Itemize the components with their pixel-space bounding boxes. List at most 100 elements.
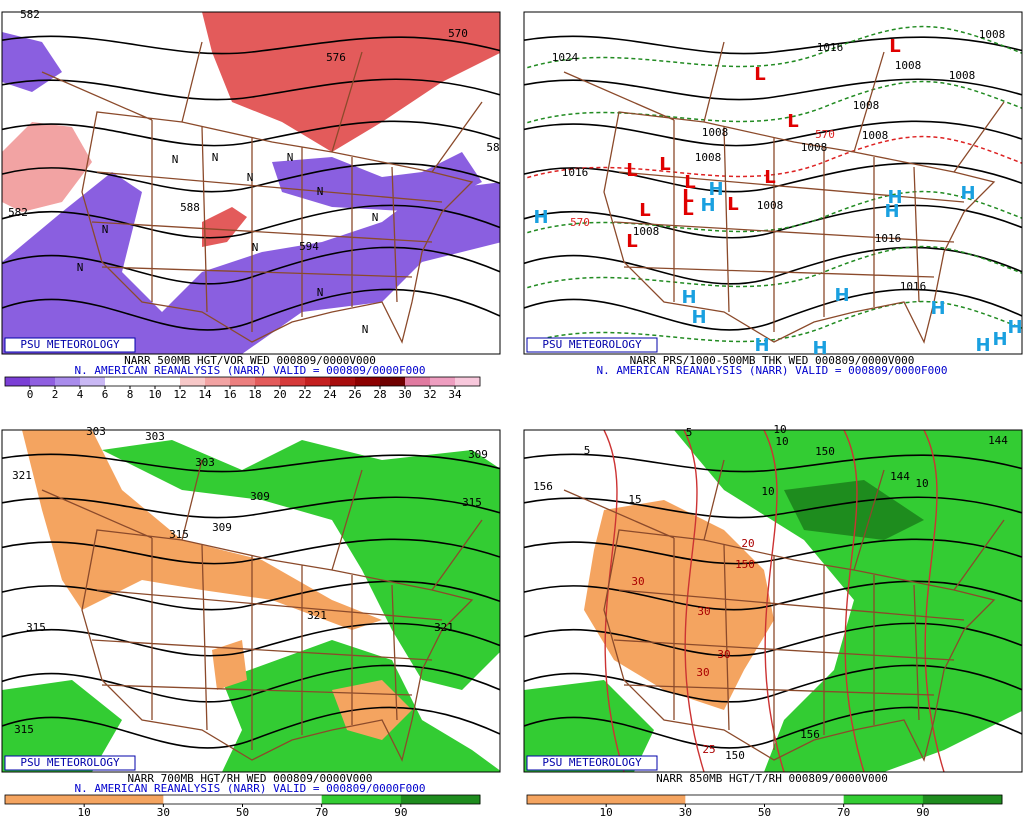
contour-label: 1016 <box>817 41 844 54</box>
pressure-marker: H <box>1007 317 1022 338</box>
colorbar-label: 30 <box>679 806 692 819</box>
temp-line <box>923 430 945 772</box>
colorbar-swatch <box>80 377 106 386</box>
colorbar-label: 14 <box>198 388 212 401</box>
contour-label: 315 <box>169 528 189 541</box>
pressure-marker: H <box>812 338 827 359</box>
colorbar-swatch <box>380 377 406 386</box>
shaded-area <box>2 122 92 212</box>
pressure-marker: H <box>960 183 975 204</box>
borders <box>41 459 483 762</box>
colorbar-label: 4 <box>77 388 84 401</box>
shaded-area <box>524 680 654 772</box>
shaded-area <box>272 152 482 212</box>
colorbar-label: 22 <box>298 388 311 401</box>
colorbar-label: 50 <box>236 806 249 819</box>
colorbar-label: 24 <box>323 388 337 401</box>
contour-label: 321 <box>307 609 327 622</box>
contour-label: 582 <box>20 8 40 21</box>
contour-label: 1008 <box>695 151 722 164</box>
contour-label: 1008 <box>633 225 660 238</box>
pressure-marker: N <box>362 323 369 336</box>
contour-label: 156 <box>800 728 820 741</box>
colorbar-swatch <box>105 377 131 386</box>
pressure-marker: H <box>533 207 548 228</box>
borders <box>41 41 483 344</box>
contour-label: 309 <box>468 448 488 461</box>
colorbar-swatch <box>527 795 607 804</box>
pressure-marker: L <box>626 160 637 181</box>
temp-line <box>763 430 785 772</box>
thickness-line <box>524 190 1022 235</box>
pressure-marker: H <box>884 201 899 222</box>
colorbar-label: 0 <box>27 388 34 401</box>
contour-label: 303 <box>145 430 165 443</box>
colorbar-swatch <box>130 377 156 386</box>
pressure-marker: L <box>764 167 775 188</box>
contour-label: 1008 <box>702 126 729 139</box>
map-layer <box>2 430 500 772</box>
colorbar-swatch <box>685 795 765 804</box>
colorbar-swatch <box>430 377 456 386</box>
contour-label: 10 <box>915 477 928 490</box>
colorbar-label: 50 <box>758 806 771 819</box>
colorbar-swatch <box>764 795 845 804</box>
pressure-marker: L <box>889 36 900 57</box>
contour-label: 15 <box>628 493 641 506</box>
colorbar-swatch <box>230 377 256 386</box>
pressure-marker: L <box>754 64 765 85</box>
contour-label: 30 <box>696 666 709 679</box>
colorbar-label: 70 <box>837 806 850 819</box>
contour-line <box>2 453 500 473</box>
pressure-marker: H <box>834 285 849 306</box>
colorbar-swatch <box>163 795 243 804</box>
contour-label: 309 <box>250 490 270 503</box>
header: NARR 700MB HGT/RH WED 000809/0000V000 <box>127 772 372 785</box>
source-label: PSU METEOROLOGY <box>20 756 120 769</box>
source-box <box>4 755 136 771</box>
contour-label: 5 <box>686 426 693 439</box>
contour-label: 576 <box>326 51 346 64</box>
contour-label: 144 <box>988 434 1008 447</box>
colorbar-label: 18 <box>248 388 261 401</box>
pressure-marker: H <box>700 195 715 216</box>
contour-label: 1008 <box>757 199 784 212</box>
pressure-marker: N <box>317 185 324 198</box>
pressure-marker: H <box>975 335 990 356</box>
pressure-marker: L <box>682 186 693 207</box>
contour-label: 150 <box>725 749 745 762</box>
colorbar-swatch <box>305 377 331 386</box>
contour-label: 58 <box>486 141 499 154</box>
contour-label: 30 <box>697 605 710 618</box>
header: NARR 500MB HGT/VOR WED 000809/0000V000 <box>124 354 376 367</box>
pressure-marker: H <box>691 307 706 328</box>
contour-label: 1024 <box>552 51 579 64</box>
pressure-marker: L <box>787 111 798 132</box>
source-box <box>526 755 658 771</box>
shaded-area <box>102 440 500 690</box>
contour-label: 5 <box>584 444 591 457</box>
contour-label: 303 <box>195 456 215 469</box>
shaded-area <box>674 430 1022 772</box>
contour-label: 1008 <box>853 99 880 112</box>
colorbar-swatch <box>55 377 81 386</box>
colorbar-label: 10 <box>600 806 613 819</box>
colorbar-label: 34 <box>448 388 462 401</box>
source-label: PSU METEOROLOGY <box>542 756 642 769</box>
contour-line <box>2 78 500 101</box>
contour-label: 10 <box>773 423 786 436</box>
pressure-marker: N <box>77 261 84 274</box>
colorbar-label: 12 <box>173 388 186 401</box>
contour-label: 20 <box>741 537 754 550</box>
colorbar-swatch <box>405 377 431 386</box>
subheader: N. AMERICAN REANALYSIS (NARR) VALID = 00… <box>75 782 426 795</box>
colorbar-frame <box>4 376 481 387</box>
thickness-line <box>524 245 1022 290</box>
contour-label: 570 <box>570 216 590 229</box>
contour-label: 315 <box>14 723 34 736</box>
contour-label: 570 <box>448 27 468 40</box>
shaded-area <box>2 172 500 354</box>
pressure-marker: H <box>887 187 902 208</box>
